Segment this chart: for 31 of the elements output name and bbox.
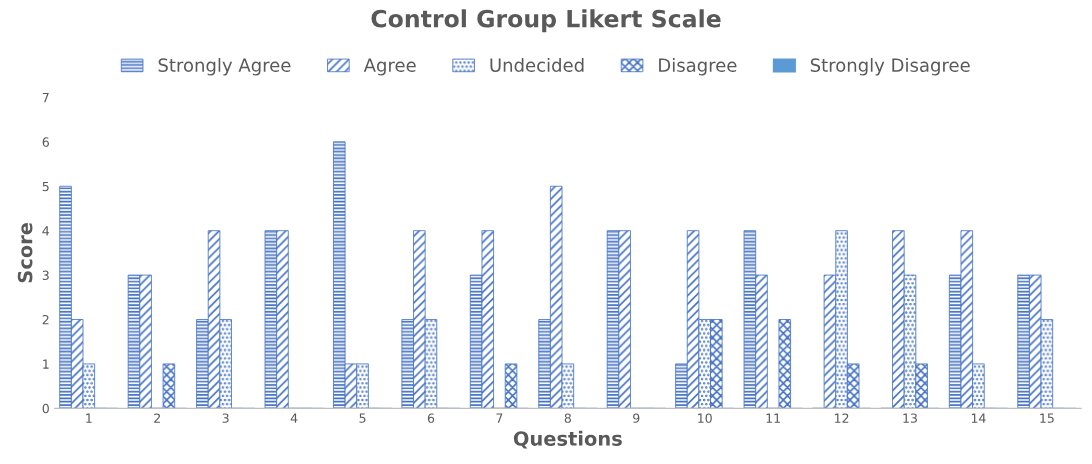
y-tick-label: 2 <box>42 314 49 325</box>
legend-label: Strongly Agree <box>158 58 291 76</box>
y-tick-label: 0 <box>42 403 49 414</box>
y-tick-label: 1 <box>43 359 49 369</box>
x-tick-label: 9 <box>633 413 640 423</box>
x-tick-label: 4 <box>290 413 298 423</box>
y-tick-label: 5 <box>42 181 49 192</box>
x-tick-label: 1 <box>86 413 92 423</box>
legend-label: Disagree <box>659 58 737 76</box>
x-axis-title: Questions <box>513 430 622 449</box>
x-tick-label: 15 <box>1040 413 1054 423</box>
x-tick-label: 7 <box>496 413 503 423</box>
x-tick-label: 8 <box>564 413 571 423</box>
legend-label: Strongly Disagree <box>810 58 970 76</box>
y-tick-label: 7 <box>42 93 49 103</box>
chart-title: Control Group Likert Scale <box>371 9 721 33</box>
x-tick-label: 10 <box>698 413 712 423</box>
y-tick-label: 3 <box>42 270 49 281</box>
y-axis-title: Score <box>17 222 33 283</box>
legend-label: Agree <box>363 58 416 76</box>
y-tick-label: 4 <box>42 226 50 236</box>
y-tick-label: 6 <box>42 137 49 147</box>
x-tick-label: 6 <box>427 413 435 423</box>
x-tick-label: 13 <box>903 413 917 423</box>
x-tick-label: 14 <box>971 413 986 423</box>
x-tick-label: 2 <box>154 413 160 423</box>
x-tick-label: 3 <box>222 413 229 423</box>
x-tick-label: 12 <box>834 413 849 423</box>
legend-label: Undecided <box>490 58 584 72</box>
x-tick-label: 11 <box>766 413 780 423</box>
x-tick-label: 5 <box>359 413 366 423</box>
